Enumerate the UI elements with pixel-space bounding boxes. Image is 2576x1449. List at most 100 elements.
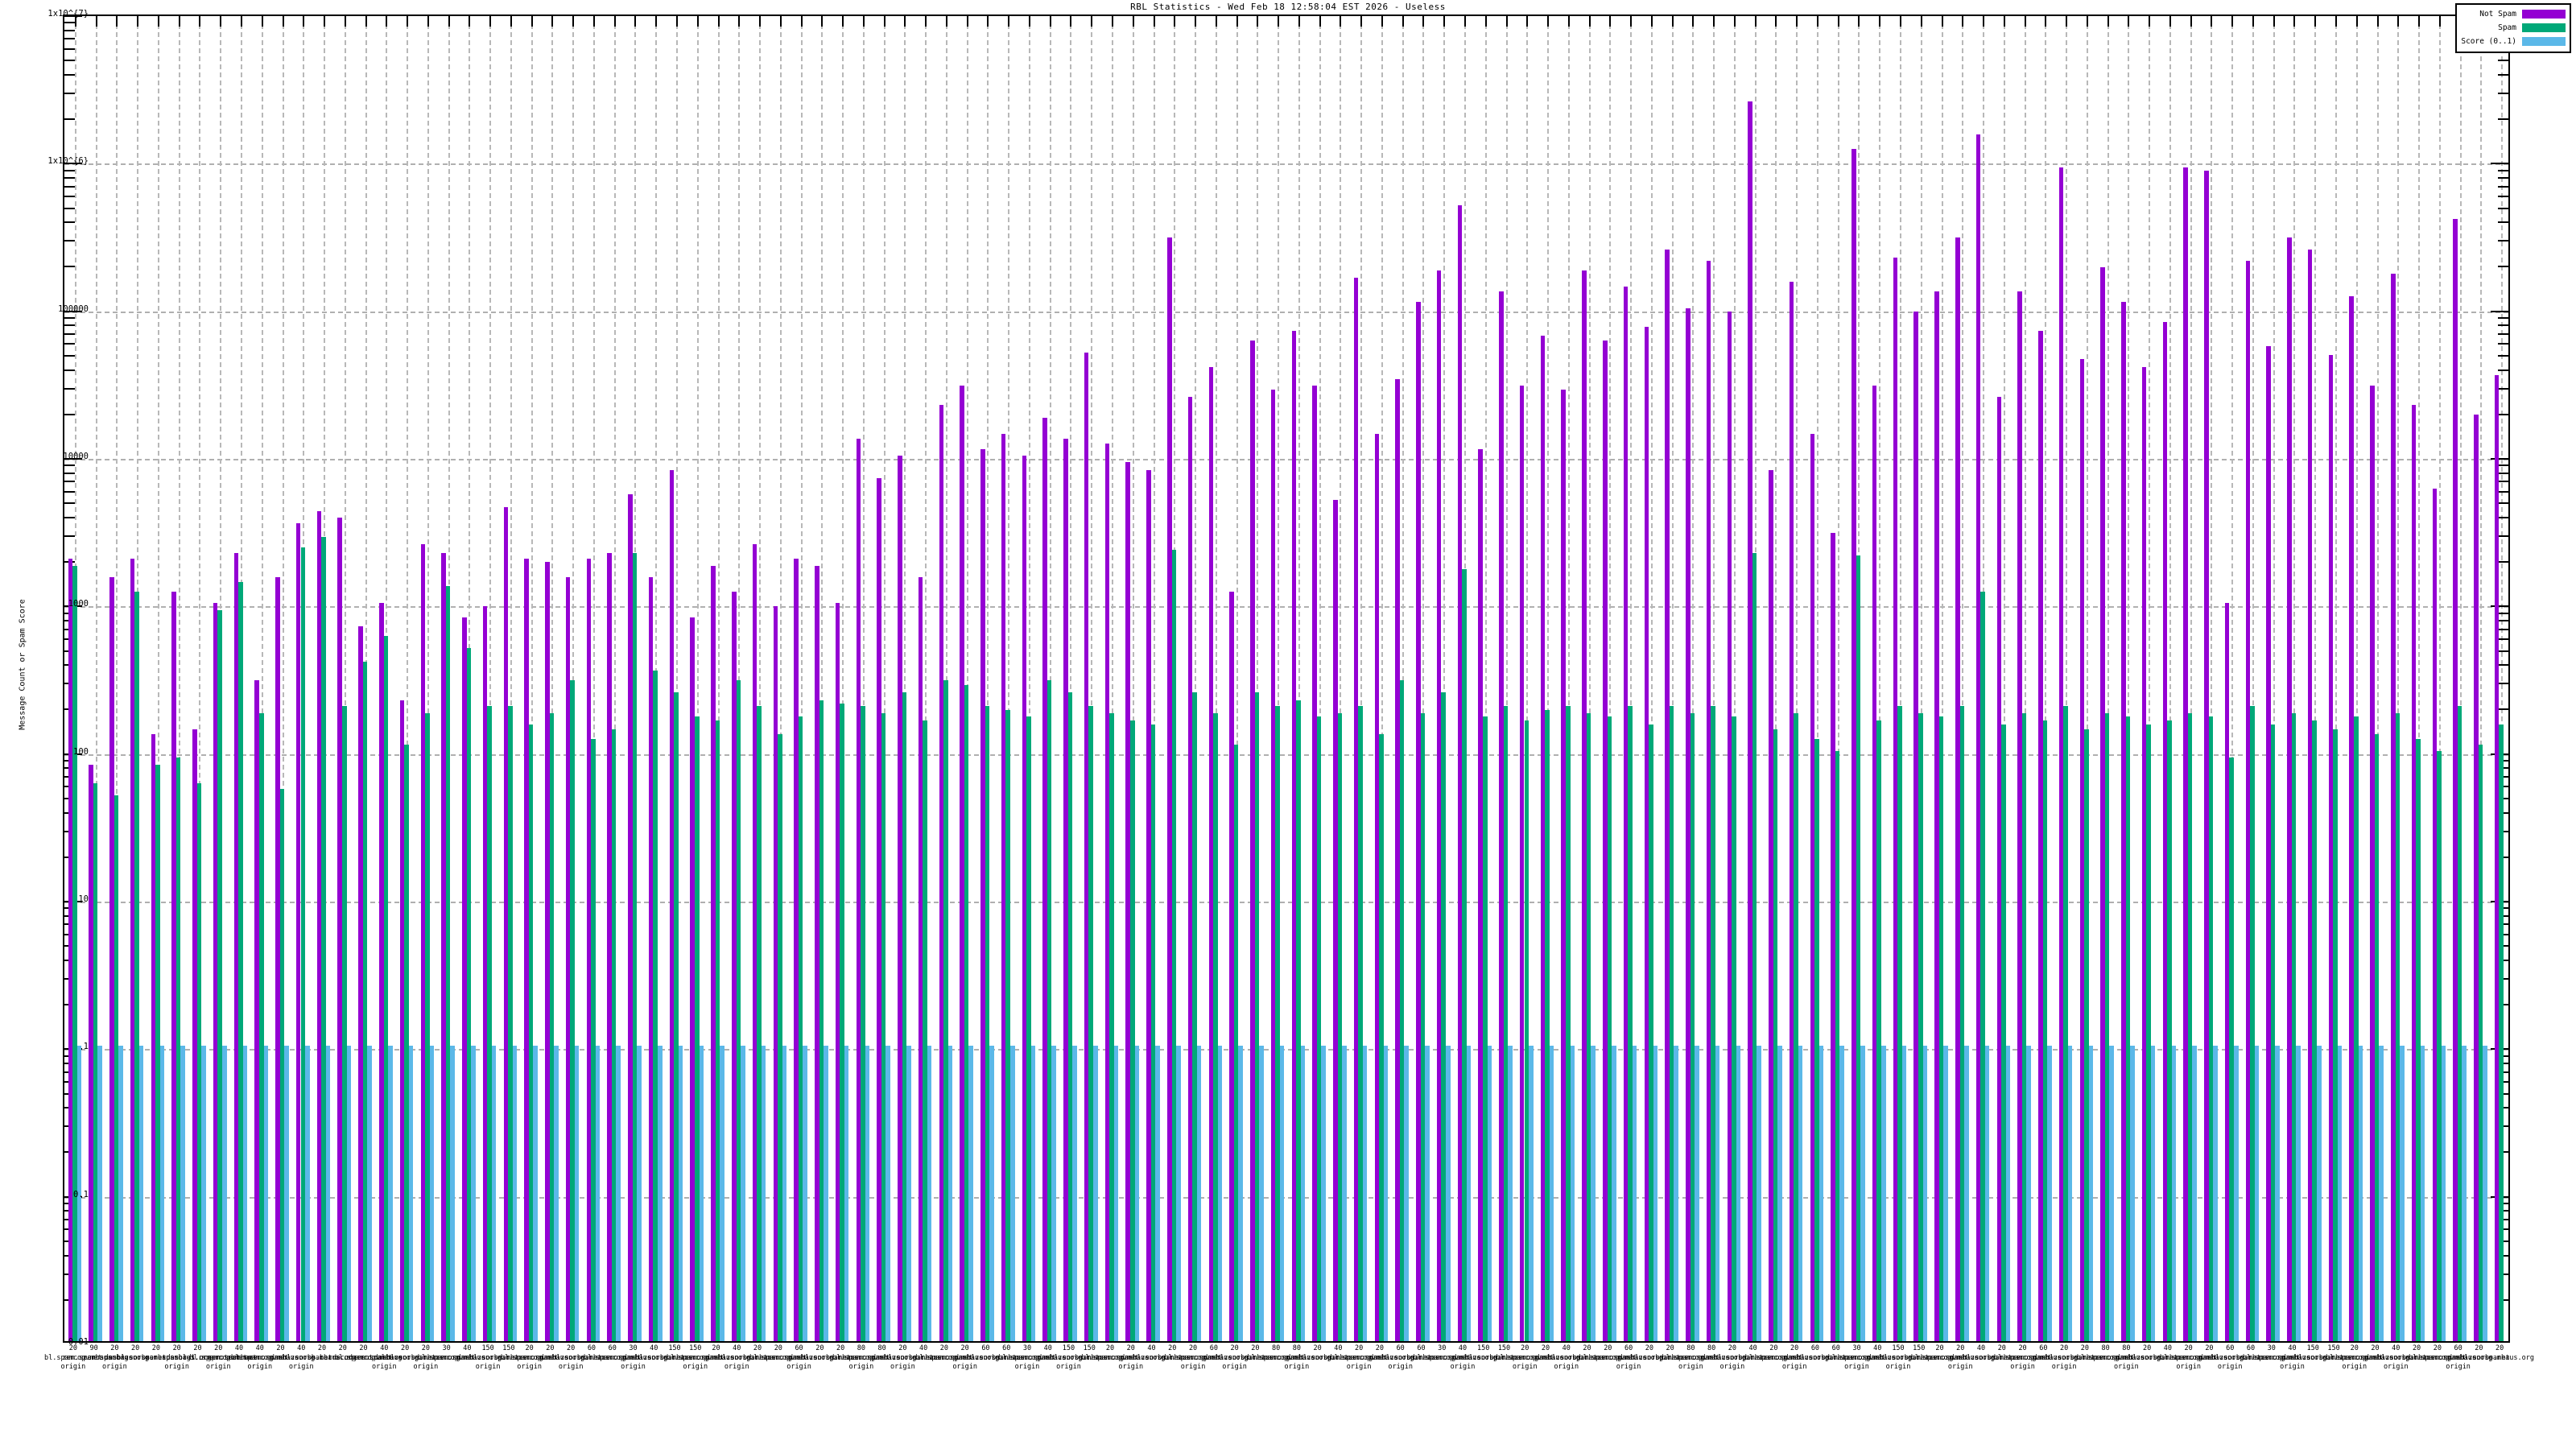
bar-score (1798, 1046, 1803, 1341)
x-axis-tick-label: 20 bl.spamcop.net origin (2325, 1344, 2384, 1371)
bar-spam (943, 680, 948, 1341)
x-axis-tick-label: 40 zen.spamhaus.org origin (1430, 1344, 1497, 1371)
y-axis-minor-tick (2498, 708, 2508, 711)
bar-spam (508, 706, 513, 1341)
vertical-gridline (1567, 16, 1570, 1341)
vertical-gridline (1112, 16, 1114, 1341)
bar-score (201, 1046, 206, 1341)
bar-notspam (192, 729, 197, 1341)
x-axis-tick (592, 16, 595, 27)
x-axis-tick (2211, 16, 2213, 27)
bar-notspam (68, 559, 73, 1341)
bar-spam (2001, 724, 2006, 1341)
bar-score (1757, 1046, 1761, 1341)
bar-notspam (1478, 449, 1483, 1341)
x-axis-tick (2128, 16, 2130, 27)
y-axis-minor-tick (2498, 207, 2508, 209)
y-axis-minor-tick (64, 324, 75, 327)
x-axis-tick (2107, 16, 2109, 27)
bar-score (2317, 1046, 2322, 1341)
y-axis-tick-label: 1 (83, 1042, 89, 1052)
bar-spam (2291, 712, 2297, 1341)
bar-spam (2270, 724, 2276, 1341)
legend-item-not-spam: Not Spam (2461, 7, 2566, 21)
x-axis-tick-label: 20 bl.spamcop.net (915, 1344, 973, 1362)
vertical-gridline (510, 16, 512, 1341)
x-axis-tick-label: 60 dnsbl.sorbs.net origin (2198, 1344, 2261, 1371)
gridline (64, 606, 2508, 609)
vertical-gridline (1443, 16, 1446, 1341)
vertical-gridline (2190, 16, 2192, 1341)
x-axis-tick-label: 20 bl.spamcop.net (1081, 1344, 1139, 1362)
bar-score (533, 1046, 538, 1341)
bar-notspam (1893, 257, 1898, 1341)
bar-score (678, 1046, 683, 1341)
bar-notspam (1810, 434, 1815, 1341)
y-axis-minor-tick (64, 207, 75, 209)
bar-score (927, 1046, 932, 1341)
vertical-gridline (2252, 16, 2254, 1341)
x-axis-tick-label: 20 bl.spamcop.net (1744, 1344, 1803, 1362)
bar-notspam (648, 577, 654, 1341)
x-axis-tick-label: 150 zen.spamhaus.org (643, 1344, 709, 1362)
bar-spam (1213, 712, 1218, 1341)
bar-score (2233, 1046, 2239, 1341)
x-axis-tick (1028, 16, 1030, 27)
x-axis-tick-label: 20 zen.spamhaus.org origin (1763, 1344, 1830, 1371)
bar-notspam (1042, 418, 1047, 1341)
bar-spam (1566, 706, 1571, 1341)
bar-spam (570, 680, 575, 1341)
bar-score (803, 1046, 807, 1341)
vertical-gridline (199, 16, 201, 1341)
bar-score (1072, 1046, 1077, 1341)
bar-score (2254, 1046, 2260, 1341)
bar-spam (2312, 720, 2318, 1341)
bar-spam (1752, 552, 1757, 1341)
bar-notspam (379, 603, 384, 1341)
bar-spam (1503, 706, 1509, 1341)
bar-score (1529, 1046, 1534, 1341)
x-axis-tick (178, 16, 180, 27)
y-axis-minor-tick (64, 221, 75, 224)
bar-score (2483, 1046, 2487, 1341)
y-axis-minor-tick (2498, 317, 2508, 320)
vertical-gridline (592, 16, 595, 1341)
bar-score (2400, 1046, 2405, 1341)
bar-score (2047, 1046, 2052, 1341)
bar-score (491, 1046, 497, 1341)
x-axis-tick (1920, 16, 1922, 27)
bar-spam (93, 783, 98, 1341)
vertical-gridline (2149, 16, 2151, 1341)
bar-score (1362, 1046, 1368, 1341)
vertical-gridline (1360, 16, 1363, 1341)
bar-score (2067, 1046, 2073, 1341)
x-axis-tick-label: 20 bl.spamcop.net (2409, 1344, 2467, 1362)
vertical-gridline (1091, 16, 1093, 1341)
y-axis-minor-tick (2498, 177, 2508, 180)
vertical-gridline (1920, 16, 1922, 1341)
y-axis-minor-tick (2498, 620, 2508, 622)
bar-notspam (2183, 167, 2188, 1341)
bar-notspam (1852, 148, 1856, 1341)
y-axis-minor-tick (64, 502, 75, 505)
bar-notspam (1312, 385, 1317, 1341)
bar-score (1632, 1046, 1637, 1341)
vertical-gridline (2273, 16, 2275, 1341)
x-axis-tick-label: 20 zen.spamhaus.org (1224, 1344, 1290, 1362)
x-axis-tick-label: 20 zen.spamhaus.org (124, 1344, 191, 1362)
y-axis-minor-tick (2498, 118, 2508, 121)
bar-notspam (1084, 352, 1089, 1341)
bar-notspam (918, 577, 923, 1341)
x-axis-tick (821, 16, 824, 27)
bar-notspam (1187, 397, 1193, 1341)
bar-spam (2478, 745, 2483, 1341)
x-axis-tick (2169, 16, 2171, 27)
y-axis-minor-tick (64, 92, 75, 94)
vertical-gridline (572, 16, 575, 1341)
bar-notspam (1975, 134, 1981, 1341)
bar-score (1487, 1046, 1492, 1341)
bar-score (1279, 1046, 1285, 1341)
bar-spam (134, 591, 139, 1341)
x-axis-tick-label: 150 dnsbl.sorbs.net origin (1038, 1344, 1100, 1371)
bar-spam (1233, 745, 1239, 1341)
